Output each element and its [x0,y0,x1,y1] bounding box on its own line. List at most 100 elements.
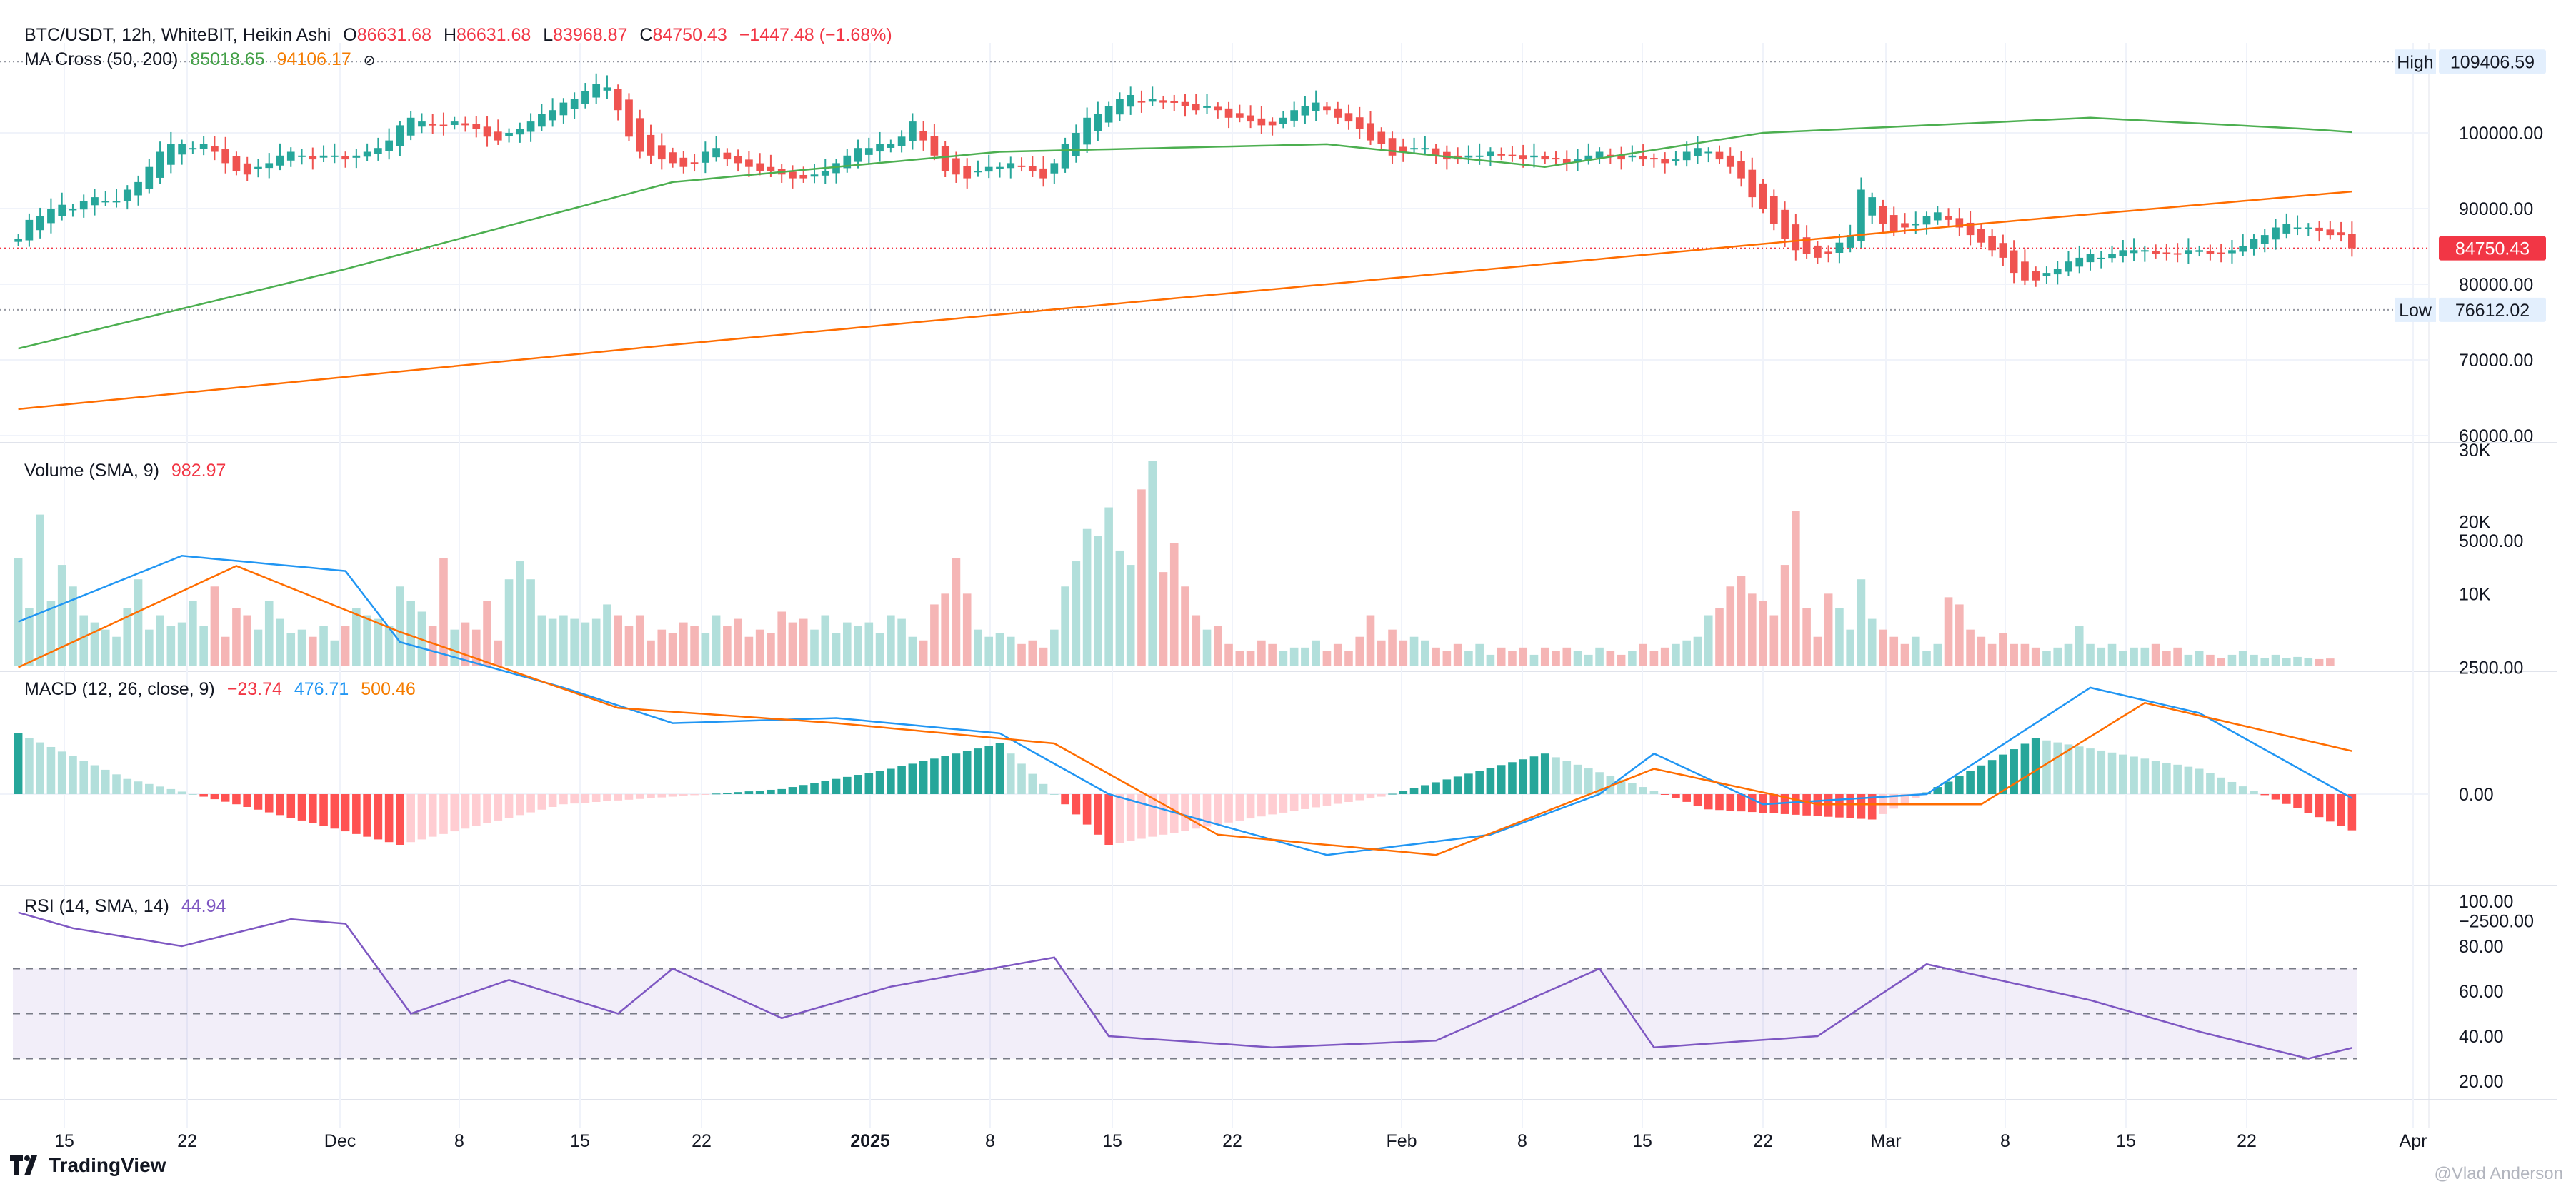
ma-legend-name[interactable]: MA Cross (50, 200) [24,49,179,69]
macd-histogram-bar [1388,793,1397,795]
candle-body [549,110,556,121]
macd-histogram-bar [1039,783,1048,794]
volume-bar [548,618,557,666]
candle-body [2315,227,2323,231]
volume-bar [1268,643,1277,666]
macd-histogram-bar [2097,750,2106,794]
candle-body [1682,151,1691,161]
volume-bar [1824,593,1833,666]
macd-histogram-bar [1268,794,1277,815]
macd-line-value: 476.71 [294,679,349,699]
volume-bar [341,626,350,666]
candle-body [1519,155,1527,160]
macd-tick-label: −2500.00 [2459,912,2534,932]
candle-body [1901,223,1909,228]
rsi-tick-label: 100.00 [2459,892,2513,912]
macd-histogram-bar [1104,794,1113,845]
volume-pane[interactable] [14,461,2335,666]
volume-bar [1094,536,1102,666]
volume-bar [1050,629,1059,666]
macd-histogram-bar [1835,794,1844,818]
candle-body [1464,155,1473,158]
macd-signal-value: 500.46 [361,679,416,699]
volume-bar [647,640,655,666]
macd-pane[interactable] [14,555,2357,856]
ma50-value: 85018.65 [190,49,265,69]
macd-histogram-bar [1475,771,1484,794]
macd-histogram-bar [624,794,634,800]
volume-bar [1792,511,1800,666]
volume-bar [1115,550,1124,666]
candle-body [341,156,349,160]
volume-bar [1192,615,1201,666]
rsi-legend-name[interactable]: RSI (14, SMA, 14) [24,896,169,916]
candle-body [2162,252,2171,254]
macd-histogram-bar [690,794,699,796]
rsi-pane[interactable] [13,911,2357,1060]
macd-histogram-bar [221,794,230,802]
volume-bar [1432,647,1440,666]
candle-body [1922,216,1931,225]
candle-body [1715,151,1724,160]
candle-body [832,163,840,174]
macd-histogram-bar [1486,768,1495,794]
candle-body [1159,100,1167,103]
macd-histogram-bar [1780,794,1789,814]
candle-body [821,171,829,176]
volume-bar [494,640,503,666]
ma-legend[interactable]: MA Cross (50, 200) 85018.65 94106.17 ⊘ [24,49,383,71]
candle-body [1181,101,1189,106]
volume-bar [777,611,786,666]
macd-histogram-bar [384,794,394,843]
macd-histogram-bar [591,794,601,803]
macd-histogram-bar [930,758,939,794]
change-value: −1447.48 (−1.68%) [739,25,892,45]
macd-histogram-bar [2315,794,2324,818]
volume-bar [156,615,164,666]
macd-histogram-bar [14,733,23,794]
volume-bar [2315,658,2324,666]
macd-legend-name[interactable]: MACD (12, 26, close, 9) [24,679,215,699]
volume-legend-name[interactable]: Volume (SMA, 9) [24,461,159,481]
volume-bar [1573,651,1582,666]
candle-body [887,144,895,148]
candle-body [101,201,110,203]
candle-body [701,151,709,163]
macd-histogram-bar [1584,768,1593,794]
rsi-legend[interactable]: RSI (14, SMA, 14) 44.94 [24,896,233,917]
volume-bar [1780,565,1789,666]
footer-brand[interactable]: TradingView [10,1154,166,1177]
rsi-tick-label: 60.00 [2459,982,2504,1002]
price-pane[interactable] [0,61,2576,411]
macd-histogram-bar [821,781,830,794]
candle-body [2108,254,2116,259]
symbol-label[interactable]: BTC/USDT, 12h, WhiteBIT, Heikin Ashi [24,25,331,45]
volume-bar [2097,647,2106,666]
volume-bar [1769,615,1779,666]
volume-bar [712,615,721,666]
macd-histogram-bar [396,794,404,845]
candle-body [1814,245,1822,258]
volume-bar [1279,651,1288,666]
volume-bar [744,636,754,666]
volume-bar [2075,626,2084,666]
candle-body [647,134,655,156]
volume-bar [1246,651,1255,666]
candle-body [2326,229,2335,236]
candle-body [669,152,677,164]
volume-tick-label: 30K [2459,441,2491,461]
macd-histogram-bar [1159,794,1168,835]
volume-bar [734,618,742,666]
macd-legend[interactable]: MACD (12, 26, close, 9) −23.74 476.71 50… [24,678,423,700]
macd-histogram-bar [1955,776,1964,794]
volume-bar [254,629,263,666]
macd-histogram-bar [46,746,56,794]
eye-off-icon[interactable]: ⊘ [363,53,376,69]
volume-legend[interactable]: Volume (SMA, 9) 982.97 [24,460,233,481]
macd-histogram-bar [1148,794,1157,837]
macd-histogram-bar [548,794,557,807]
candle-body [1639,156,1647,160]
time-axis-label: 2025 [850,1131,890,1151]
candle-body [1388,138,1397,156]
